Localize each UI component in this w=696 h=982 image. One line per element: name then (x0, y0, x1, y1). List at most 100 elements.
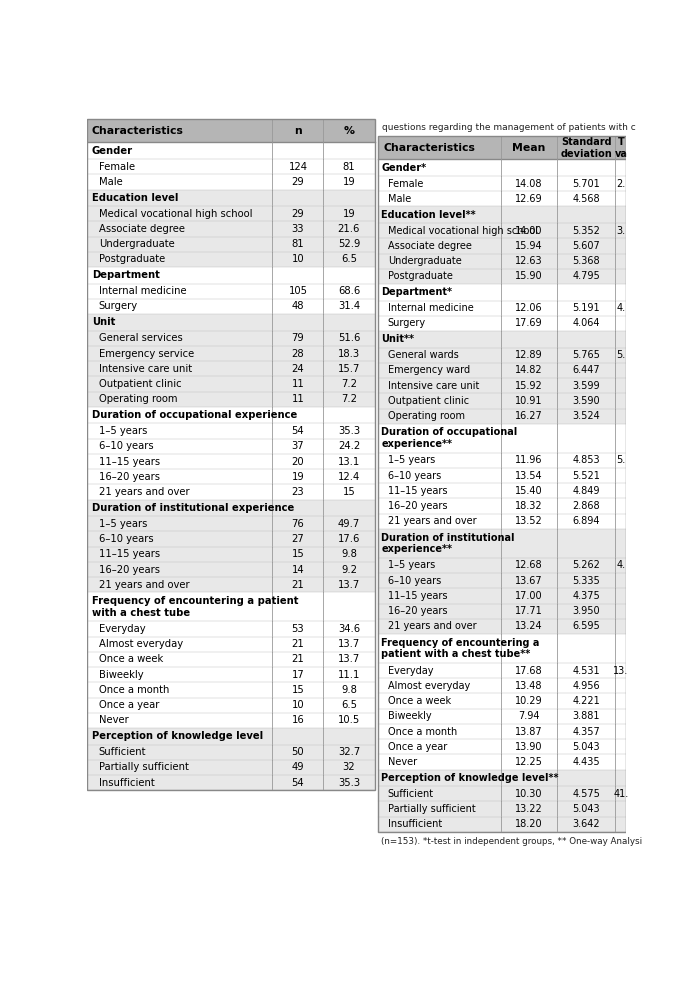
Text: 5.191: 5.191 (572, 303, 600, 313)
Text: 9.2: 9.2 (341, 565, 357, 574)
Text: Emergency ward: Emergency ward (388, 365, 470, 375)
Bar (379, 363, 626, 378)
Text: Partially sufficient: Partially sufficient (99, 762, 189, 773)
Text: 21: 21 (292, 579, 304, 590)
Text: Medical vocational high school: Medical vocational high school (99, 209, 252, 219)
Bar (379, 604, 626, 619)
Text: 53: 53 (292, 624, 304, 634)
Text: 54: 54 (292, 426, 304, 436)
Text: Postgraduate: Postgraduate (99, 254, 165, 264)
Text: 7.2: 7.2 (341, 379, 357, 389)
Bar (379, 223, 626, 239)
Text: Never: Never (388, 757, 417, 767)
Text: 17.00: 17.00 (515, 591, 543, 601)
Text: 81: 81 (292, 240, 304, 249)
Text: 12.89: 12.89 (515, 351, 543, 360)
Text: 6–10 years: 6–10 years (388, 575, 441, 585)
Text: Once a week: Once a week (99, 654, 163, 665)
Text: 3.642: 3.642 (572, 819, 600, 830)
Bar (379, 679, 626, 693)
Text: 24.2: 24.2 (338, 441, 360, 452)
Bar (379, 409, 626, 424)
Text: 14.08: 14.08 (515, 179, 543, 189)
Text: 49: 49 (292, 762, 304, 773)
Text: 6–10 years: 6–10 years (388, 470, 441, 480)
Bar (87, 361, 374, 376)
Text: 5.521: 5.521 (572, 470, 600, 480)
Bar (379, 316, 626, 331)
Text: 1–5 years: 1–5 years (388, 456, 435, 465)
Text: 48: 48 (292, 301, 304, 311)
Bar (379, 300, 626, 316)
Text: 13.87: 13.87 (515, 727, 543, 736)
Text: Duration of occupational experience: Duration of occupational experience (92, 410, 297, 420)
Text: Once a week: Once a week (388, 696, 451, 706)
Text: Surgery: Surgery (99, 301, 138, 311)
Bar (87, 682, 374, 697)
Text: 21 years and over: 21 years and over (99, 579, 189, 590)
Text: 12.69: 12.69 (515, 193, 543, 204)
Text: n: n (294, 126, 302, 136)
Text: 7.94: 7.94 (519, 711, 540, 722)
Text: 3.590: 3.590 (572, 396, 600, 406)
Text: 3.881: 3.881 (572, 711, 600, 722)
Text: Mean: Mean (512, 142, 546, 153)
Text: Insufficient: Insufficient (388, 819, 442, 830)
Text: 13.24: 13.24 (515, 622, 543, 631)
Text: 4.: 4. (616, 303, 626, 313)
Text: Sufficient: Sufficient (99, 747, 146, 757)
Text: 31.4: 31.4 (338, 301, 360, 311)
Text: Internal medicine: Internal medicine (99, 286, 187, 297)
Text: 15: 15 (292, 685, 304, 695)
Text: Biweekly: Biweekly (388, 711, 432, 722)
Text: Frequency of encountering a
patient with a chest tube**: Frequency of encountering a patient with… (381, 637, 540, 659)
Bar (87, 744, 374, 760)
Text: 23: 23 (292, 487, 304, 497)
Bar (87, 237, 374, 251)
Text: General services: General services (99, 333, 182, 344)
Text: 14: 14 (292, 565, 304, 574)
Text: 50: 50 (292, 747, 304, 757)
Text: 4.221: 4.221 (572, 696, 600, 706)
Bar (379, 588, 626, 604)
Text: 13.90: 13.90 (515, 741, 543, 752)
Bar (87, 392, 374, 407)
Bar (87, 500, 374, 517)
Text: 9.8: 9.8 (341, 685, 357, 695)
Text: 2.: 2. (616, 179, 626, 189)
Text: Medical vocational high school: Medical vocational high school (388, 226, 538, 236)
Text: 17.69: 17.69 (515, 318, 543, 328)
Text: 10.30: 10.30 (515, 789, 543, 798)
Bar (379, 709, 626, 724)
Bar (379, 378, 626, 394)
Bar (379, 331, 626, 348)
Text: 19: 19 (292, 471, 304, 482)
Text: 79: 79 (292, 333, 304, 344)
Bar (379, 284, 626, 300)
Text: 11–15 years: 11–15 years (388, 591, 447, 601)
Text: 13.67: 13.67 (515, 575, 543, 585)
Bar (379, 348, 626, 363)
Bar (87, 636, 374, 652)
Text: %: % (343, 126, 354, 136)
Text: 52.9: 52.9 (338, 240, 360, 249)
Text: 13.1: 13.1 (338, 457, 360, 466)
Text: 21 years and over: 21 years and over (388, 622, 476, 631)
Text: 32: 32 (342, 762, 355, 773)
Text: 6–10 years: 6–10 years (99, 441, 153, 452)
Text: 13.7: 13.7 (338, 654, 360, 665)
Text: 68.6: 68.6 (338, 286, 360, 297)
Text: Duration of institutional experience: Duration of institutional experience (92, 503, 294, 513)
Text: 16–20 years: 16–20 years (388, 501, 447, 511)
Text: 4.568: 4.568 (572, 193, 600, 204)
Text: 19: 19 (342, 177, 355, 187)
Text: 54: 54 (292, 778, 304, 788)
Text: 16–20 years: 16–20 years (99, 471, 159, 482)
Text: 4.853: 4.853 (572, 456, 600, 465)
Text: 11–15 years: 11–15 years (388, 486, 447, 496)
Text: 15.94: 15.94 (515, 241, 543, 250)
Text: 15: 15 (292, 549, 304, 560)
Bar (87, 221, 374, 237)
Text: 10.5: 10.5 (338, 716, 360, 726)
Text: 4.435: 4.435 (572, 757, 600, 767)
